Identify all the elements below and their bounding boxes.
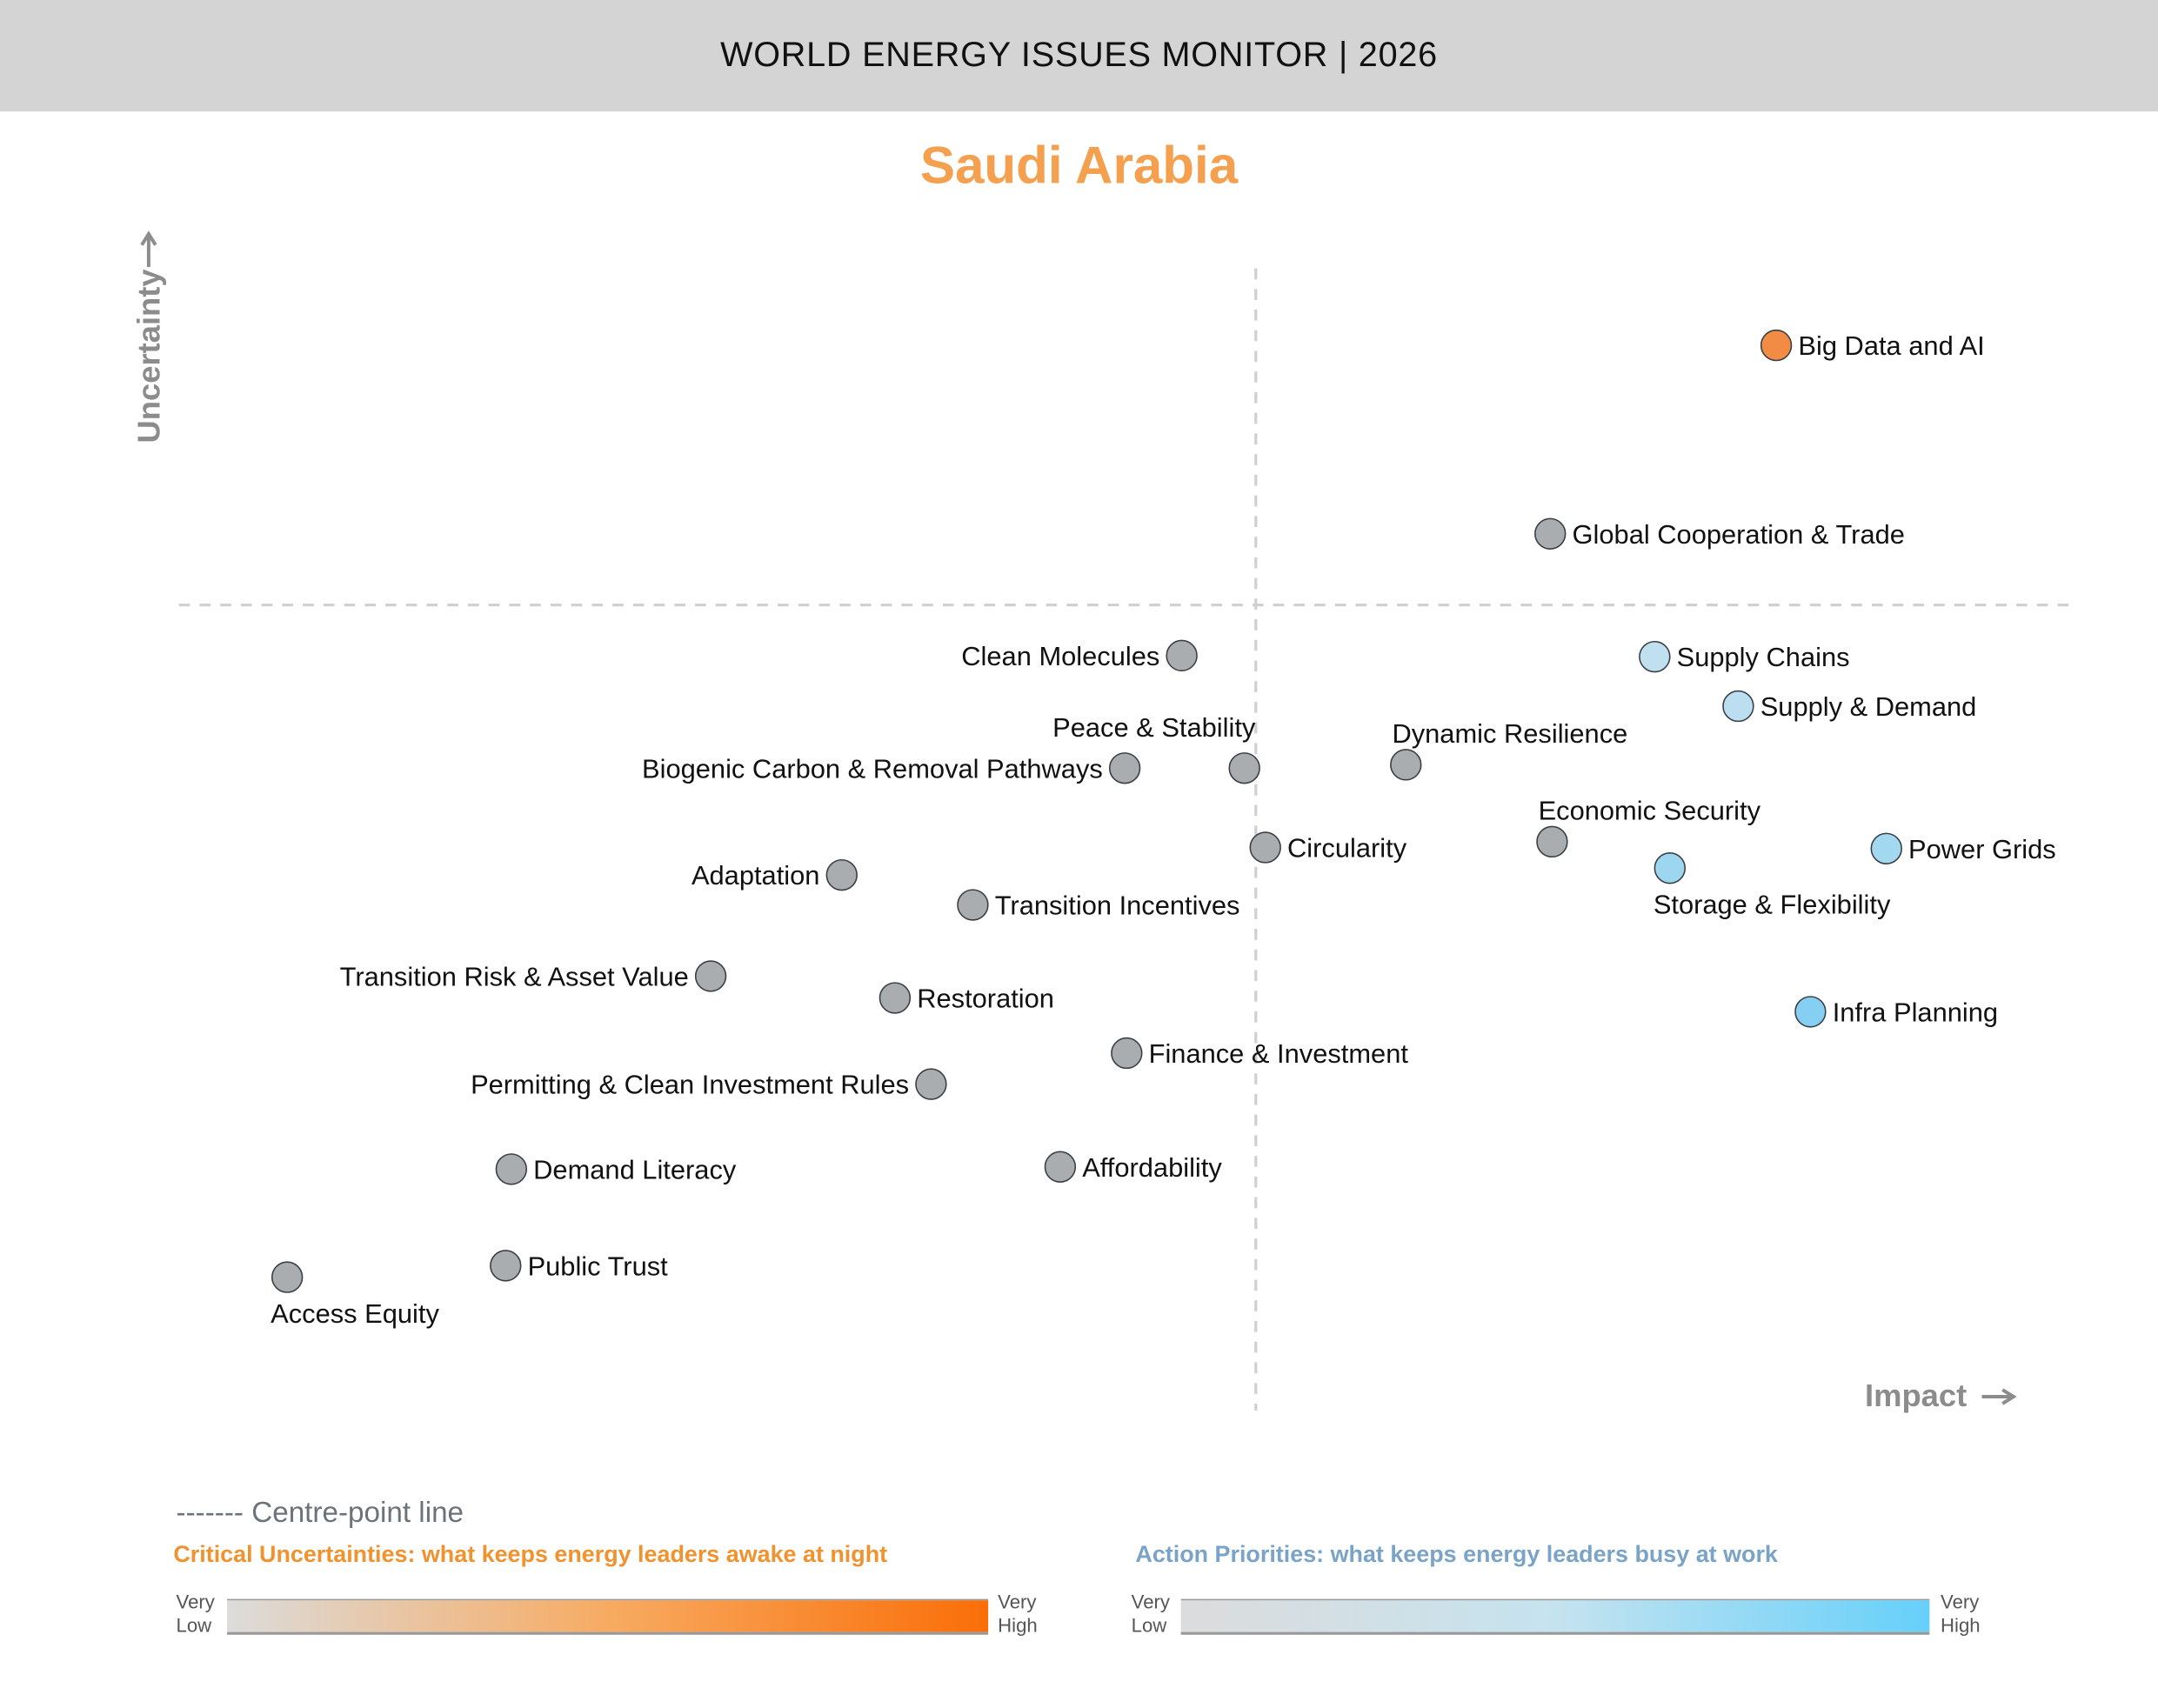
data-point-marker[interactable] (1111, 1037, 1143, 1070)
data-point-marker[interactable] (1044, 1151, 1077, 1183)
data-point-marker[interactable] (1794, 996, 1827, 1028)
data-point[interactable]: Economic Security (1536, 796, 1761, 858)
data-point-marker[interactable] (1249, 831, 1281, 864)
data-point[interactable]: Clean Molecules (961, 639, 1198, 672)
data-point-label: Global Cooperation & Trade (1573, 519, 1905, 550)
data-point-marker[interactable] (879, 982, 912, 1014)
very-text: Very (998, 1591, 1037, 1613)
report-header: WORLD ENERGY ISSUES MONITOR | 2026 (0, 0, 2158, 112)
data-point[interactable]: Adaptation (691, 858, 858, 891)
data-point[interactable]: Demand Literacy (495, 1153, 737, 1185)
centre-line-legend: ------- Centre-point line (176, 1497, 464, 1529)
data-point[interactable]: Permitting & Clean Investment Rules (471, 1068, 947, 1100)
data-point-label: Transition Risk & Asset Value (340, 962, 689, 992)
data-point[interactable]: Infra Planning (1794, 996, 1998, 1028)
country-title: Saudi Arabia (919, 137, 1239, 196)
data-point-marker[interactable] (1390, 749, 1422, 781)
data-point-label: Dynamic Resilience (1392, 718, 1627, 749)
data-point-marker[interactable] (490, 1250, 522, 1282)
x-axis-title: Impact (1865, 1378, 1967, 1413)
uncertainty-high-label: Very High (998, 1591, 1038, 1638)
data-point-marker[interactable] (271, 1261, 304, 1293)
uncertainty-low-label: Very Low (177, 1591, 215, 1638)
high-text: High (998, 1614, 1038, 1637)
data-point[interactable]: Supply Chains (1639, 640, 1850, 673)
data-point[interactable]: Biogenic Carbon & Removal Pathways (642, 752, 1141, 784)
low-text: Low (176, 1614, 212, 1637)
data-point[interactable]: Finance & Investment (1111, 1037, 1409, 1070)
arrow-right-icon (1981, 1388, 2017, 1405)
data-point-label: Clean Molecules (961, 641, 1159, 671)
data-point-label: Biogenic Carbon & Removal Pathways (642, 753, 1103, 784)
data-point-label: Public Trust (528, 1251, 669, 1281)
data-point[interactable]: Public Trust (490, 1250, 669, 1282)
y-axis-label: Uncertainty (131, 230, 167, 444)
data-point-marker[interactable] (1166, 639, 1198, 672)
priority-low-label: Very Low (1132, 1591, 1170, 1638)
data-point[interactable]: Power Grids (1870, 832, 2056, 864)
data-point-label: Supply Chains (1677, 642, 1850, 672)
data-point-label: Permitting & Clean Investment Rules (471, 1070, 909, 1100)
low-text: Low (1131, 1614, 1167, 1637)
uncertainty-gradient-bar (227, 1598, 989, 1635)
data-point[interactable]: Circularity (1249, 831, 1407, 864)
data-point[interactable]: Access Equity (271, 1261, 439, 1329)
data-point-marker[interactable] (957, 889, 989, 921)
data-point-label: Adaptation (691, 860, 819, 891)
very-text: Very (1131, 1591, 1170, 1613)
data-point[interactable]: Storage & Flexibility (1654, 852, 1891, 920)
data-points: Big Data and AI Global Cooperation & Trad… (271, 329, 2056, 1329)
data-point-label: Transition Incentives (995, 891, 1240, 921)
report-title: WORLD ENERGY ISSUES MONITOR | 2026 (720, 36, 1438, 75)
y-axis-title: Uncertainty (131, 269, 167, 444)
data-point-label: Supply & Demand (1760, 691, 1977, 722)
data-point-label: Infra Planning (1833, 997, 1998, 1027)
arrow-up-icon (140, 230, 157, 267)
very-text: Very (1941, 1591, 1980, 1613)
data-point-label: Circularity (1287, 833, 1407, 864)
priority-high-label: Very High (1941, 1591, 1981, 1638)
x-axis-label: Impact (1865, 1378, 2017, 1413)
data-point-marker[interactable] (1760, 329, 1793, 362)
data-point-label: Restoration (917, 984, 1054, 1014)
data-point-marker[interactable] (1536, 825, 1568, 858)
data-point-marker[interactable] (1534, 517, 1567, 550)
data-point-marker[interactable] (1228, 752, 1260, 784)
data-point-marker[interactable] (1654, 852, 1687, 884)
data-point-marker[interactable] (1639, 640, 1671, 673)
very-text: Very (176, 1591, 215, 1613)
uncertainty-legend-title: Critical Uncertainties: what keeps energ… (173, 1541, 888, 1568)
data-point-marker[interactable] (1108, 752, 1141, 784)
data-point-marker[interactable] (694, 960, 727, 992)
data-point-label: Power Grids (1908, 834, 2056, 864)
data-point[interactable]: Transition Risk & Asset Value (340, 960, 727, 992)
data-point-marker[interactable] (825, 858, 858, 891)
data-point[interactable]: Transition Incentives (957, 889, 1240, 921)
data-point[interactable]: Dynamic Resilience (1390, 718, 1627, 781)
data-point-label: Finance & Investment (1149, 1038, 1409, 1069)
data-point-marker[interactable] (1870, 832, 1902, 864)
data-point-label: Storage & Flexibility (1654, 889, 1891, 919)
data-point-label: Demand Literacy (533, 1154, 737, 1184)
priority-legend-title: Action Priorities: what keeps energy lea… (1135, 1541, 1778, 1568)
data-point[interactable]: Peace & Stability (1052, 712, 1260, 784)
data-point[interactable]: Restoration (879, 982, 1054, 1014)
data-point-label: Affordability (1082, 1152, 1222, 1183)
data-point-label: Access Equity (271, 1298, 439, 1329)
data-point-label: Economic Security (1539, 796, 1761, 826)
data-point[interactable]: Affordability (1044, 1151, 1222, 1183)
data-point-marker[interactable] (915, 1068, 947, 1100)
high-text: High (1941, 1614, 1981, 1637)
data-point-label: Big Data and AI (1798, 330, 1984, 361)
data-point-label: Peace & Stability (1052, 712, 1256, 743)
data-point-marker[interactable] (1722, 690, 1754, 723)
data-point[interactable]: Global Cooperation & Trade (1534, 517, 1905, 550)
data-point[interactable]: Big Data and AI (1760, 329, 1985, 362)
data-point-marker[interactable] (495, 1153, 528, 1185)
priority-gradient-bar (1180, 1598, 1930, 1635)
data-point[interactable]: Supply & Demand (1722, 690, 1977, 723)
